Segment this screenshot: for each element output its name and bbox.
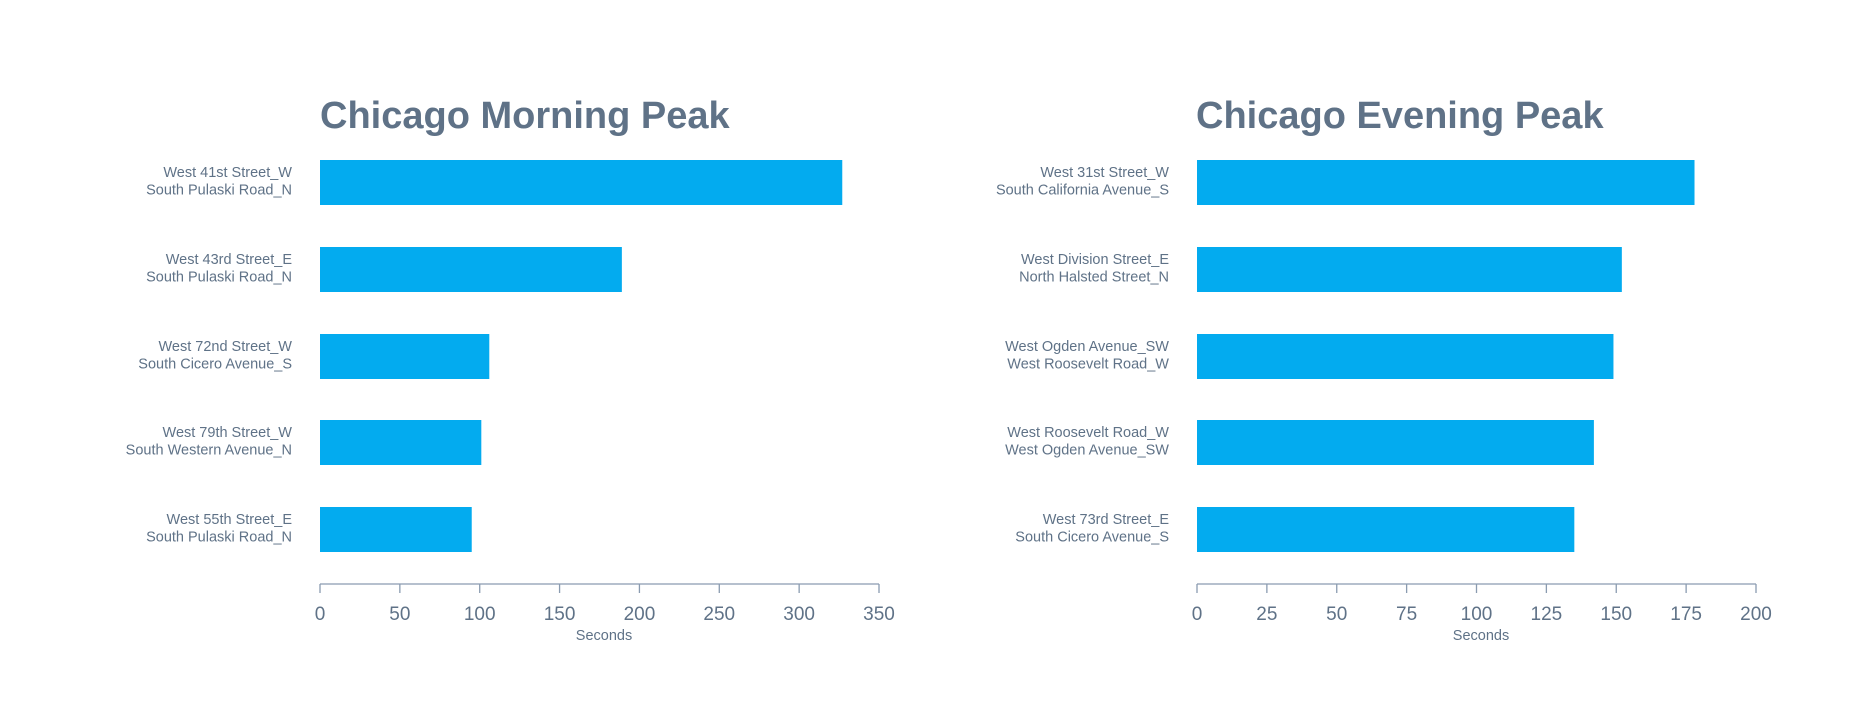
x-tick-label: 200 xyxy=(1740,604,1772,625)
category-label: West Roosevelt Road_W West Ogden Avenue_S… xyxy=(1005,425,1169,459)
chart-title-morning: Chicago Morning Peak xyxy=(320,95,730,137)
x-tick-label: 175 xyxy=(1670,604,1702,625)
bar xyxy=(1197,507,1575,552)
bar xyxy=(1197,334,1614,379)
morning-plot: West 41st Street_W South Pulaski Road_N We… xyxy=(126,160,895,625)
x-tick-label: 150 xyxy=(1600,604,1632,625)
x-axis-title-morning: Seconds xyxy=(576,628,632,644)
bar xyxy=(320,247,622,292)
bar xyxy=(320,334,490,379)
bar xyxy=(320,160,843,205)
x-axis-title-evening: Seconds xyxy=(1453,628,1509,644)
x-tick-label: 25 xyxy=(1256,604,1277,625)
bar xyxy=(320,420,482,465)
x-tick-label: 100 xyxy=(1461,604,1493,625)
x-tick-label: 300 xyxy=(783,604,815,625)
category-label: West Ogden Avenue_SW West Roosevelt Road_… xyxy=(1005,339,1169,373)
category-label: West 79th Street_W South Western Avenue_N xyxy=(126,425,293,459)
bar xyxy=(1197,247,1622,292)
x-tick-label: 150 xyxy=(544,604,576,625)
chart-morning-peak: Chicago Morning Peak West 41st Street_W S… xyxy=(126,95,895,644)
x-tick-label: 200 xyxy=(624,604,656,625)
category-label: West 73rd Street_E South Cicero Avenue_S xyxy=(1015,512,1169,546)
x-tick-label: 125 xyxy=(1531,604,1563,625)
category-label: West 41st Street_W South Pulaski Road_N xyxy=(146,165,292,199)
category-label: West 31st Street_W South California Avenu… xyxy=(996,165,1169,199)
bar xyxy=(320,507,472,552)
bar xyxy=(1197,160,1695,205)
category-label: West 55th Street_E South Pulaski Road_N xyxy=(146,512,292,546)
x-tick-label: 0 xyxy=(315,604,326,625)
x-tick-label: 50 xyxy=(1326,604,1347,625)
category-label: West 43rd Street_E South Pulaski Road_N xyxy=(146,252,292,286)
bar xyxy=(1197,420,1594,465)
evening-plot: West 31st Street_W South California Avenu… xyxy=(996,160,1772,625)
chart-evening-peak: Chicago Evening Peak West 31st Street_W S… xyxy=(996,95,1772,644)
x-tick-label: 350 xyxy=(863,604,895,625)
category-label: West 72nd Street_W South Cicero Avenue_S xyxy=(138,339,292,373)
x-tick-label: 100 xyxy=(464,604,496,625)
chart-title-evening: Chicago Evening Peak xyxy=(1196,95,1604,137)
x-tick-label: 0 xyxy=(1192,604,1203,625)
x-tick-label: 250 xyxy=(703,604,735,625)
x-tick-label: 50 xyxy=(389,604,410,625)
x-tick-label: 75 xyxy=(1396,604,1417,625)
category-label: West Division Street_E North Halsted Stre… xyxy=(1019,252,1169,286)
